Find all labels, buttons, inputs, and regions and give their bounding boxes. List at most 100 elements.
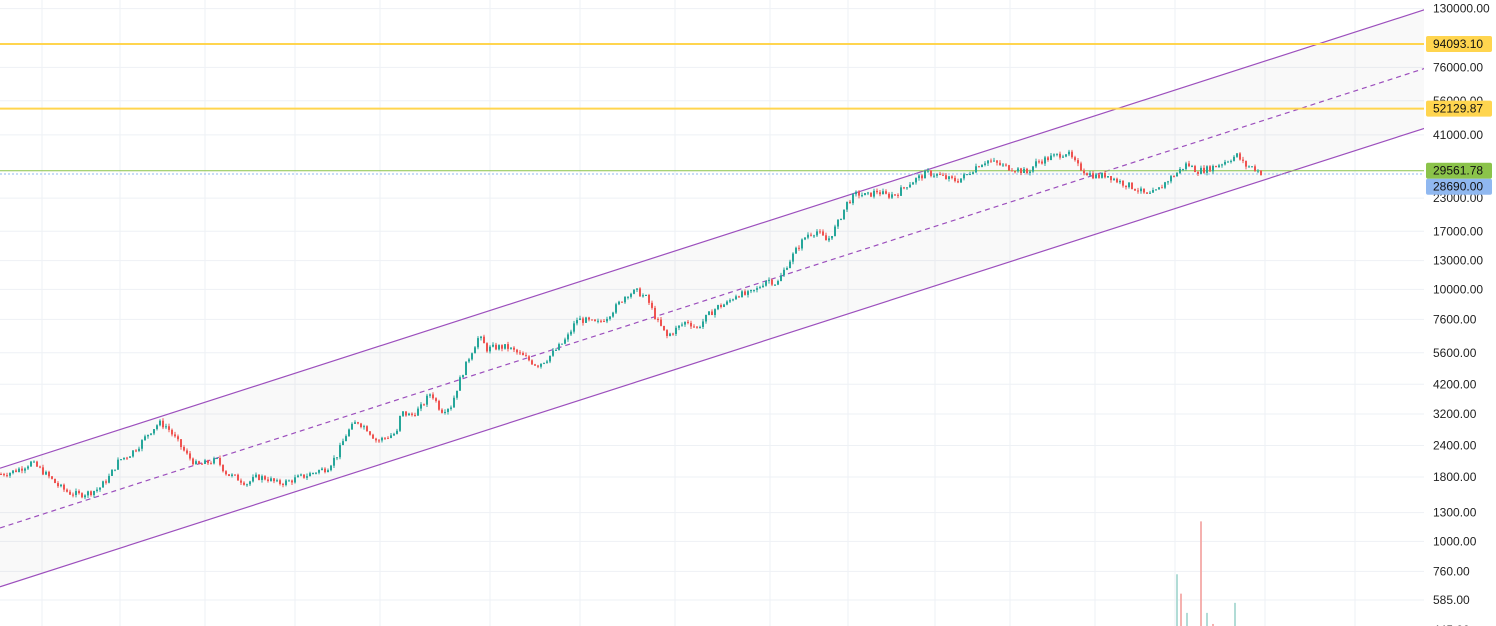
candle-body bbox=[303, 474, 305, 478]
candle-body bbox=[1077, 160, 1079, 164]
y-tick-label: 7600.00 bbox=[1433, 312, 1477, 326]
candle-body bbox=[762, 285, 764, 288]
candle-body bbox=[582, 318, 584, 323]
candle-body bbox=[513, 347, 515, 350]
candle-body bbox=[333, 457, 335, 466]
candle-body bbox=[9, 473, 11, 476]
candle-body bbox=[789, 261, 791, 269]
candle-body bbox=[690, 322, 692, 327]
candle-body bbox=[51, 476, 53, 479]
candle-body bbox=[870, 192, 872, 197]
candle-body bbox=[396, 430, 398, 434]
candle-body bbox=[900, 187, 902, 196]
candle-body bbox=[534, 364, 536, 366]
candle-body bbox=[1080, 163, 1082, 171]
candle-body bbox=[639, 288, 641, 297]
candle-body bbox=[45, 471, 47, 475]
candle-body bbox=[726, 301, 728, 305]
y-tick-label: 1800.00 bbox=[1433, 470, 1477, 484]
candle-body bbox=[816, 231, 818, 236]
candle-body bbox=[1185, 163, 1187, 169]
candle-body bbox=[831, 235, 833, 239]
y-tick-label: 76000.00 bbox=[1433, 60, 1483, 74]
candle-body bbox=[27, 466, 29, 469]
candle-body bbox=[189, 453, 191, 459]
candle-body bbox=[1113, 178, 1115, 181]
candle-body bbox=[837, 219, 839, 227]
candle-body bbox=[591, 319, 593, 321]
candle-body bbox=[1008, 165, 1010, 171]
candle-body bbox=[909, 184, 911, 188]
y-tick-label: 5600.00 bbox=[1433, 346, 1477, 360]
candle-body bbox=[501, 345, 503, 349]
candle-body bbox=[897, 194, 899, 196]
candle-body bbox=[852, 194, 854, 204]
candle-body bbox=[927, 170, 929, 172]
candle-body bbox=[609, 316, 611, 319]
candle-body bbox=[1236, 153, 1238, 157]
candle-body bbox=[147, 434, 149, 437]
candle-body bbox=[750, 289, 752, 292]
candle-body bbox=[360, 423, 362, 428]
candle-body bbox=[666, 330, 668, 336]
candle-body bbox=[90, 491, 92, 496]
candle-body bbox=[12, 470, 14, 474]
candle-body bbox=[456, 390, 458, 398]
candle-body bbox=[408, 413, 410, 416]
candle-body bbox=[141, 440, 143, 449]
candle-body bbox=[552, 350, 554, 356]
candle-body bbox=[1032, 166, 1034, 172]
channel-middle-line[interactable] bbox=[0, 67, 1428, 529]
volume-bar bbox=[1200, 521, 1202, 626]
candle-body bbox=[921, 175, 923, 179]
candle-body bbox=[588, 317, 590, 320]
candle-body bbox=[1167, 181, 1169, 183]
candle-body bbox=[144, 436, 146, 441]
candle-body bbox=[651, 302, 653, 308]
candle-body bbox=[345, 436, 347, 442]
price-tag: 94093.10 bbox=[1426, 36, 1492, 52]
candle-body bbox=[1044, 157, 1046, 164]
candle-body bbox=[1146, 192, 1148, 194]
y-tick-label: 445.00 bbox=[1433, 623, 1470, 626]
candle-body bbox=[984, 163, 986, 165]
candle-body bbox=[441, 409, 443, 413]
candle-body bbox=[573, 323, 575, 332]
candle-body bbox=[480, 336, 482, 339]
candle-body bbox=[1041, 161, 1043, 164]
candle-body bbox=[168, 426, 170, 430]
candle-body bbox=[594, 319, 596, 322]
volume-bar bbox=[1212, 623, 1214, 626]
vertical-grid bbox=[41, 0, 1356, 626]
candle-body bbox=[0, 474, 2, 476]
price-axis[interactable]: 130000.0076000.0056000.0041000.0023000.0… bbox=[1433, 2, 1490, 626]
candle-body bbox=[621, 301, 623, 303]
candle-body bbox=[1020, 168, 1022, 173]
candle-body bbox=[60, 484, 62, 487]
candle-body bbox=[1110, 176, 1112, 181]
candle-body bbox=[1212, 165, 1214, 172]
candle-body bbox=[363, 426, 365, 428]
candle-body bbox=[1179, 168, 1181, 173]
candle-body bbox=[423, 404, 425, 406]
candle-body bbox=[723, 304, 725, 307]
channel-lower-line[interactable] bbox=[0, 127, 1428, 588]
candle-body bbox=[327, 470, 329, 473]
candle-body bbox=[504, 344, 506, 349]
candle-body bbox=[183, 447, 185, 451]
candle-body bbox=[627, 296, 629, 298]
candle-body bbox=[405, 411, 407, 416]
candle-body bbox=[468, 359, 470, 362]
candle-body bbox=[813, 235, 815, 237]
candle-body bbox=[678, 325, 680, 328]
channel-upper-line[interactable] bbox=[0, 9, 1428, 469]
candle-body bbox=[1218, 165, 1220, 168]
candle-body bbox=[1248, 166, 1250, 168]
candle-body bbox=[156, 425, 158, 430]
candle-body bbox=[1038, 161, 1040, 163]
candle-body bbox=[792, 253, 794, 262]
candle-body bbox=[891, 194, 893, 198]
candle-body bbox=[357, 422, 359, 424]
candle-body bbox=[876, 190, 878, 193]
